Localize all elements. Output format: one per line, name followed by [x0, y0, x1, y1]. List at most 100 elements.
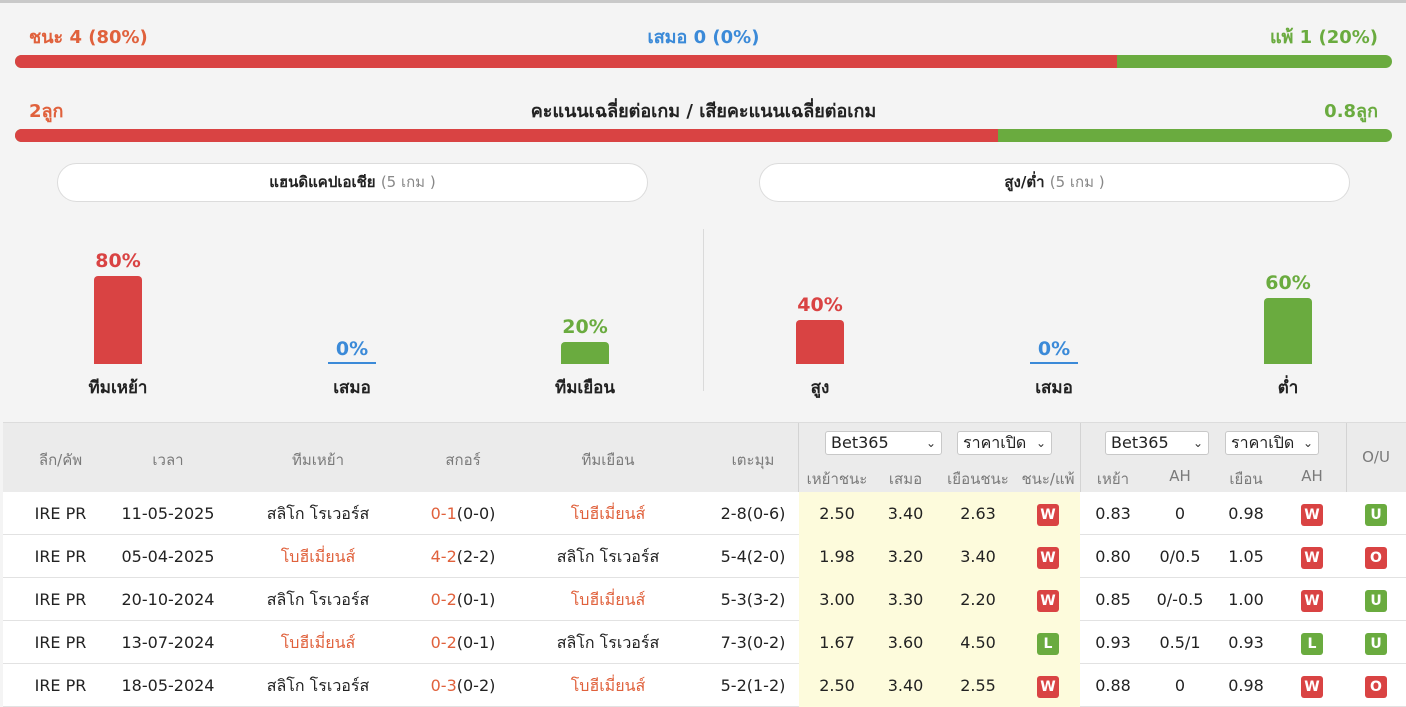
- handicap-bar-zero-line: [328, 362, 376, 364]
- bookmaker-select-1[interactable]: Bet365 ⌄: [825, 431, 942, 455]
- cell-ou-badge: O: [1365, 546, 1387, 569]
- cell-home-team[interactable]: สลิโก โรเวอร์ส: [266, 676, 370, 695]
- cell-score-half: (2-2): [456, 547, 496, 566]
- cell-ah-away: 0.98: [1228, 676, 1264, 695]
- header-draw: เสมอ: [888, 470, 923, 488]
- cell-ou: O: [1346, 535, 1406, 578]
- price-select-1[interactable]: ราคาเปิด ⌄: [957, 431, 1052, 455]
- chevron-down-icon: ⌄: [1302, 436, 1313, 450]
- cell-result-badge: W: [1037, 589, 1059, 612]
- chevron-down-icon: ⌄: [925, 436, 936, 450]
- cell-odds-home: 2.50: [819, 504, 855, 523]
- cell-odds-away: 4.50: [960, 633, 996, 652]
- overunder-pill[interactable]: สูง/ต่ำ (5 เกม ): [759, 163, 1350, 202]
- cell-away-team[interactable]: โบฮีเมี่ยนส์: [570, 676, 646, 695]
- header-separator: [1080, 423, 1081, 493]
- overunder-bar-zero-line: [1030, 362, 1078, 364]
- cell-ah-result: W: [1279, 535, 1345, 578]
- overunder-bar-column: 60% ต่ำ: [1233, 0, 1343, 410]
- odds-highlight: [799, 535, 1080, 578]
- odds-highlight: [799, 621, 1080, 664]
- cell-ah-away: 0.98: [1228, 504, 1264, 523]
- handicap-title: แฮนดิแคปเอเชีย: [269, 173, 376, 191]
- handicap-count: (5 เกม ): [380, 173, 436, 191]
- bookmaker-select-2[interactable]: Bet365 ⌄: [1105, 431, 1209, 455]
- table-row[interactable]: IRE PR 13-07-2024 โบฮีเมี่ยนส์ 0-2(0-1) สลิโ…: [3, 621, 1406, 664]
- header-ah-away: เยือน: [1229, 470, 1263, 488]
- cell-league: IRE PR: [34, 504, 87, 523]
- cell-corner: 5-2(1-2): [720, 676, 786, 695]
- goals-bar: [15, 129, 1392, 142]
- table-row[interactable]: IRE PR 11-05-2025 สลิโก โรเวอร์ส 0-1(0-0) โบ…: [3, 492, 1406, 535]
- goals-against-label: 0.8ลูก: [1324, 101, 1378, 122]
- cell-odds-away: 2.63: [960, 504, 996, 523]
- header-corner: เตะมุม: [731, 451, 775, 469]
- cell-score: 0-2(0-1): [403, 621, 523, 664]
- cell-ou: U: [1346, 578, 1406, 621]
- cell-home-team[interactable]: โบฮีเมี่ยนส์: [280, 633, 356, 652]
- cell-league: IRE PR: [34, 676, 87, 695]
- overunder-bar-column: 40% สูง: [765, 0, 875, 410]
- cell-ou-badge: U: [1365, 632, 1387, 655]
- cell-away-team[interactable]: สลิโก โรเวอร์ส: [556, 547, 660, 566]
- handicap-bar-column: 80% ทีมเหย้า: [63, 0, 173, 410]
- cell-score-half: (0-0): [456, 504, 496, 523]
- handicap-pill[interactable]: แฮนดิแคปเอเชีย (5 เกม ): [57, 163, 648, 202]
- result-bar: [15, 55, 1392, 68]
- overunder-bar-label: เสมอ: [1035, 378, 1073, 398]
- cell-away-team[interactable]: สลิโก โรเวอร์ส: [556, 633, 660, 652]
- table-header: ลีก/คัพ เวลา ทีมเหย้า สกอร์ ทีมเยือน เตะ…: [3, 422, 1406, 493]
- cell-date: 11-05-2025: [121, 504, 215, 523]
- cell-result-badge: W: [1037, 675, 1059, 698]
- table-row[interactable]: IRE PR 05-04-2025 โบฮีเมี่ยนส์ 4-2(2-2) สลิโ…: [3, 535, 1406, 578]
- cell-score-full: 0-1: [430, 504, 457, 523]
- overunder-bar-percent: 40%: [797, 294, 843, 316]
- cell-home-team[interactable]: สลิโก โรเวอร์ส: [266, 504, 370, 523]
- cell-odds-away: 3.40: [960, 547, 996, 566]
- overunder-bar: [1264, 298, 1312, 364]
- cell-league: IRE PR: [34, 590, 87, 609]
- cell-result-badge: L: [1037, 632, 1059, 655]
- table-row[interactable]: IRE PR 20-10-2024 สลิโก โรเวอร์ส 0-2(0-1) โบ…: [3, 578, 1406, 621]
- header-separator: [798, 423, 799, 493]
- result-summary: ชนะ 4 (80%) เสมอ 0 (0%) แพ้ 1 (20%): [15, 22, 1392, 48]
- cell-away-team[interactable]: โบฮีเมี่ยนส์: [570, 504, 646, 523]
- overunder-count: (5 เกม ): [1049, 173, 1105, 191]
- top-border: [0, 0, 1406, 3]
- cell-score-full: 0-2: [430, 633, 457, 652]
- cell-ah-result: W: [1279, 492, 1345, 535]
- cell-score-half: (0-1): [456, 590, 496, 609]
- cell-ah-result-badge: L: [1301, 632, 1323, 655]
- cell-odds-draw: 3.40: [887, 676, 924, 695]
- cell-result: W: [1013, 492, 1083, 535]
- price-select-2[interactable]: ราคาเปิด ⌄: [1225, 431, 1319, 455]
- cell-score: 0-1(0-0): [403, 492, 523, 535]
- goals-for-label: 2ลูก: [29, 101, 64, 122]
- table-row[interactable]: IRE PR 18-05-2024 สลิโก โรเวอร์ส 0-3(0-2) โบ…: [3, 664, 1406, 707]
- cell-ah-home: 0.83: [1095, 504, 1131, 523]
- overunder-bar-label: สูง: [810, 378, 830, 398]
- goals-title: คะแนนเฉลี่ยต่อเกม / เสียคะแนนเฉลี่ยต่อเก…: [530, 101, 877, 122]
- cell-ah-line: 0/0.5: [1159, 547, 1201, 566]
- header-time: เวลา: [152, 451, 184, 469]
- cell-ah-result-badge: W: [1301, 546, 1323, 569]
- header-home-win: เหย้าชนะ: [806, 470, 868, 488]
- odds-highlight: [799, 578, 1080, 621]
- header-league: ลีก/คัพ: [38, 451, 83, 469]
- cell-ah-result: W: [1279, 578, 1345, 621]
- goals-summary: 2ลูก คะแนนเฉลี่ยต่อเกม / เสียคะแนนเฉลี่ย…: [15, 96, 1392, 122]
- cell-ah-away: 1.00: [1228, 590, 1264, 609]
- cell-ou-badge: U: [1365, 503, 1387, 526]
- cell-odds-home: 3.00: [819, 590, 855, 609]
- cell-home-team[interactable]: สลิโก โรเวอร์ส: [266, 590, 370, 609]
- cell-home-team[interactable]: โบฮีเมี่ยนส์: [280, 547, 356, 566]
- bookmaker-select-2-value: Bet365: [1111, 433, 1169, 452]
- handicap-bar-percent: 20%: [562, 316, 608, 338]
- cell-score-full: 4-2: [430, 547, 457, 566]
- cell-away-team[interactable]: โบฮีเมี่ยนส์: [570, 590, 646, 609]
- loss-label: แพ้ 1 (20%): [1269, 27, 1378, 48]
- cell-corner: 2-8(0-6): [720, 504, 786, 523]
- header-ah-line: AH: [1169, 467, 1191, 485]
- cell-ou-badge: U: [1365, 589, 1387, 612]
- handicap-bar-label: ทีมเยือน: [554, 378, 615, 398]
